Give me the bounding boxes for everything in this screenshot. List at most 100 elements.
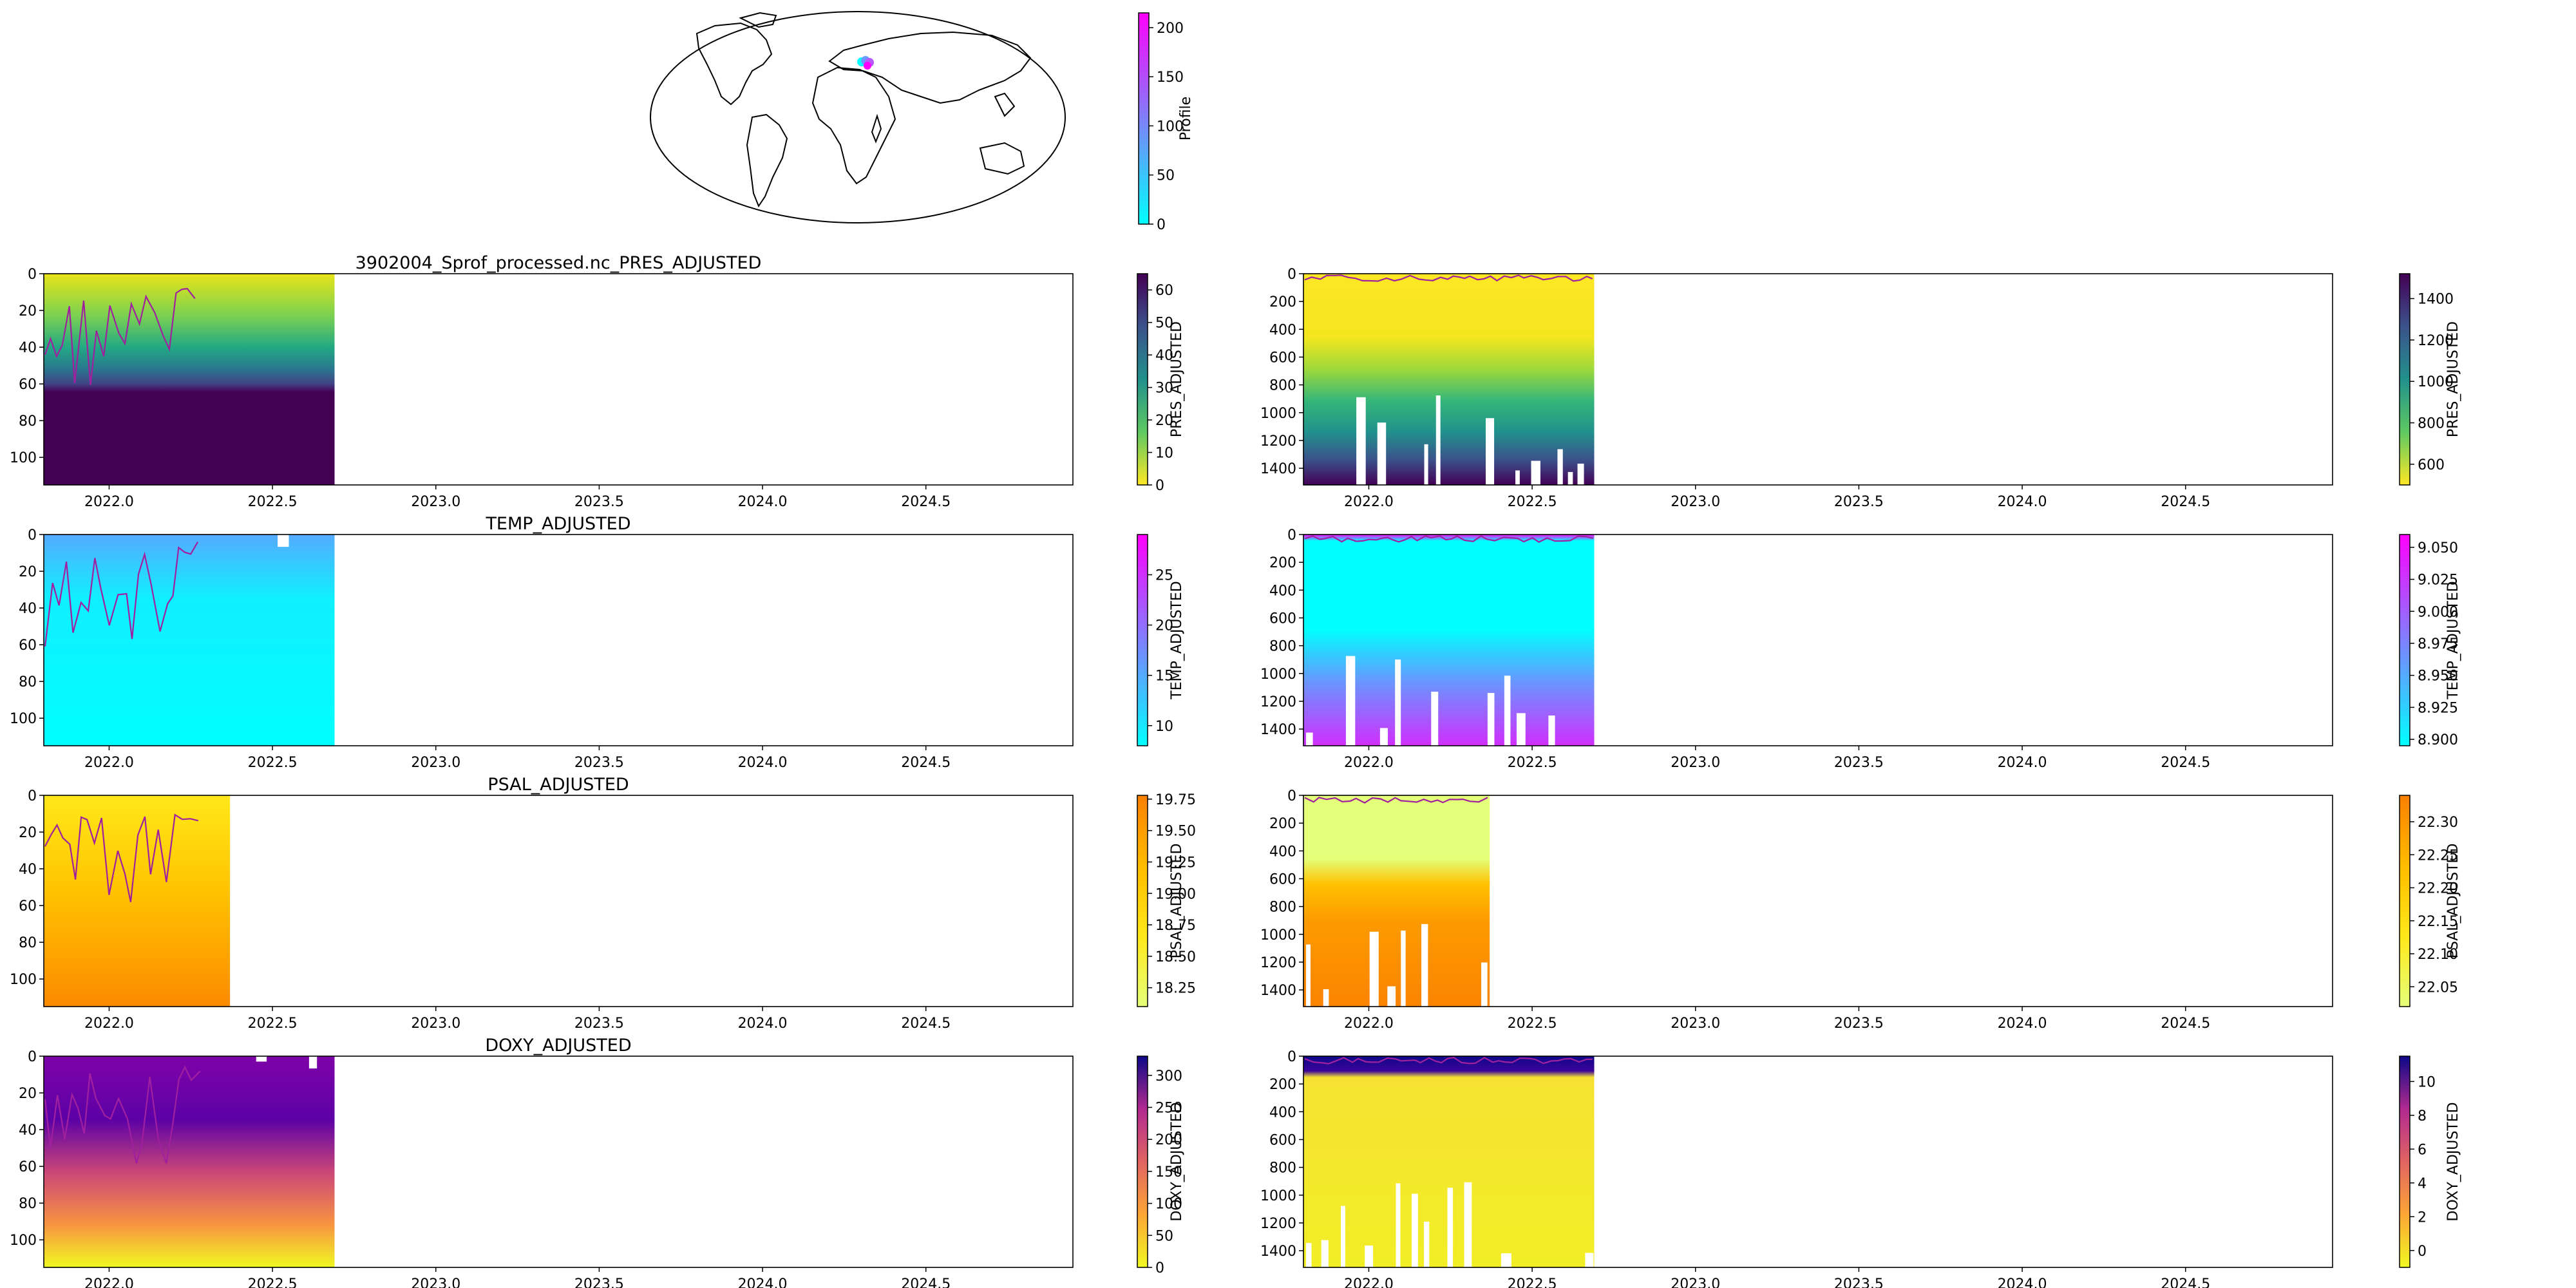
colorbar-tick-label: 10 xyxy=(1155,446,1173,462)
mixed-layer-line xyxy=(1304,274,1593,282)
x-tick-label: 2022.5 xyxy=(1508,755,1557,771)
x-axis: 2022.0 2022.5 2023.0 2023.5 2024.0 2024.5 xyxy=(1344,485,2210,510)
mixed-layer-line xyxy=(44,288,196,385)
colorbar-tick-label: 18.75 xyxy=(1155,918,1196,934)
y-tick-label: 800 xyxy=(1269,1160,1296,1177)
mixed-layer-line xyxy=(1304,1057,1593,1065)
colorbar-tick-label: 600 xyxy=(2418,457,2445,473)
panel-title: TEMP_ADJUSTED xyxy=(485,514,630,534)
y-tick-label: 1000 xyxy=(1260,406,1296,422)
y-tick-label: 1400 xyxy=(1260,983,1296,999)
colorbar: 22.05 22.10 22.15 22.20 22.25 22.30 PSAL_ADJUS… xyxy=(2399,795,2461,1007)
x-tick-label: 2022.0 xyxy=(84,1016,134,1032)
y-tick-label: 1400 xyxy=(1260,461,1296,477)
x-tick-label: 2023.5 xyxy=(574,1276,624,1288)
colorbar-gradient xyxy=(2399,795,2410,1007)
y-tick-label: 1400 xyxy=(1260,722,1296,738)
y-tick-label: 80 xyxy=(19,935,37,951)
mixed-layer-polyline xyxy=(44,288,196,385)
y-tick-label: 800 xyxy=(1269,900,1296,916)
map-colorbar-tick-label: 100 xyxy=(1157,118,1184,135)
y-tick-label: 0 xyxy=(1287,527,1296,544)
x-tick-label: 2022.5 xyxy=(1508,1276,1557,1288)
mixed-layer-line xyxy=(44,1065,201,1164)
colorbar-tick-label: 22.15 xyxy=(2418,914,2458,930)
x-tick-label: 2024.0 xyxy=(1998,494,2047,510)
colorbar-tick-label: 1000 xyxy=(2418,374,2454,390)
y-tick-label: 0 xyxy=(28,788,37,804)
x-tick-label: 2024.5 xyxy=(2161,755,2210,771)
colorbar-tick-label: 19.75 xyxy=(1155,792,1196,808)
x-tick-label: 2023.0 xyxy=(411,1276,460,1288)
x-tick-label: 2023.0 xyxy=(1671,755,1720,771)
y-tick-label: 1200 xyxy=(1260,694,1296,710)
heatmap-gaps xyxy=(1306,923,1488,1007)
x-tick-label: 2022.0 xyxy=(84,1276,134,1288)
y-tick-label: 100 xyxy=(10,711,37,727)
mixed-layer-line xyxy=(1304,535,1594,543)
colorbar-tick-label: 60 xyxy=(1155,283,1173,299)
colorbar-tick-label: 22.30 xyxy=(2418,815,2458,831)
x-tick-label: 2023.5 xyxy=(574,1016,624,1032)
colorbar: 600 800 1000 1200 1400 PRES_ADJUSTED xyxy=(2399,273,2461,486)
y-tick-label: 1200 xyxy=(1260,433,1296,450)
mixed-layer-line xyxy=(44,813,199,902)
heatmap-fill xyxy=(44,274,335,485)
colorbar-tick-label: 22.05 xyxy=(2418,980,2458,996)
x-axis: 2022.0 2022.5 2023.0 2023.5 2024.0 2024.5 xyxy=(1344,746,2210,771)
colorbar-tick-label: 0 xyxy=(1155,1260,1164,1276)
y-axis: 0 200 400 600 800 1000 1200 1400 xyxy=(1260,527,1303,738)
y-tick-label: 0 xyxy=(1287,267,1296,283)
colorbar-tick-label: 8.925 xyxy=(2418,700,2458,716)
axes-frame xyxy=(43,534,1074,746)
y-tick-label: 80 xyxy=(19,413,37,430)
colorbar-tick-label: 1400 xyxy=(2418,292,2454,308)
colorbar-label: DOXY_ADJUSTED xyxy=(2445,1102,2461,1221)
colorbar-gradient xyxy=(2399,273,2410,486)
colorbar-tick-label: 0 xyxy=(2418,1244,2427,1260)
x-tick-label: 2023.0 xyxy=(411,494,460,510)
colorbar-tick-label: 50 xyxy=(1155,1228,1173,1244)
x-tick-label: 2024.5 xyxy=(901,494,951,510)
colorbar-tick-label: 8.950 xyxy=(2418,668,2458,685)
mixed-layer-polyline xyxy=(44,541,199,647)
y-tick-label: 80 xyxy=(19,1196,37,1212)
heatmap-gaps xyxy=(278,535,289,547)
x-tick-label: 2023.5 xyxy=(1834,755,1884,771)
colorbar-tick-label: 8.975 xyxy=(2418,636,2458,652)
x-tick-label: 2022.0 xyxy=(1344,1276,1394,1288)
heatmap-fill xyxy=(1303,795,1490,1007)
x-tick-label: 2023.5 xyxy=(1834,1016,1884,1032)
y-tick-label: 40 xyxy=(19,862,37,878)
heatmap-fill xyxy=(44,535,335,746)
x-axis: 2022.0 2022.5 2023.0 2023.5 2024.0 2024.5 xyxy=(84,1007,951,1032)
colorbar-tick-label: 30 xyxy=(1155,381,1173,397)
map-colorbar-gradient xyxy=(1138,12,1150,225)
y-tick-label: 400 xyxy=(1269,1104,1296,1121)
y-tick-label: 400 xyxy=(1269,844,1296,860)
y-tick-label: 1200 xyxy=(1260,955,1296,971)
y-tick-label: 200 xyxy=(1269,555,1296,571)
y-tick-label: 200 xyxy=(1269,294,1296,310)
y-tick-label: 600 xyxy=(1269,350,1296,366)
colorbar-tick-label: 8.900 xyxy=(2418,732,2458,748)
y-tick-label: 40 xyxy=(19,340,37,356)
x-tick-label: 2022.5 xyxy=(248,755,298,771)
axes-frame xyxy=(1303,273,2333,486)
colorbar-tick-label: 0 xyxy=(1155,478,1164,494)
y-tick-label: 20 xyxy=(19,1086,37,1102)
axes-frame xyxy=(1303,1056,2333,1268)
map-colorbar-tick-label: 200 xyxy=(1157,21,1184,37)
colorbar-tick-label: 20 xyxy=(1155,413,1173,429)
colorbar-tick-label: 40 xyxy=(1155,348,1173,364)
colorbar-gradient xyxy=(1137,273,1148,486)
y-axis: 0 200 400 600 800 1000 1200 1400 xyxy=(1260,267,1303,477)
mixed-layer-polyline xyxy=(1304,1057,1593,1065)
y-tick-label: 800 xyxy=(1269,378,1296,394)
colorbar-gradient xyxy=(1137,795,1148,1007)
heatmap-gaps xyxy=(1306,656,1555,746)
colorbar-label: TEMP_ADJUSTED xyxy=(2445,581,2461,699)
